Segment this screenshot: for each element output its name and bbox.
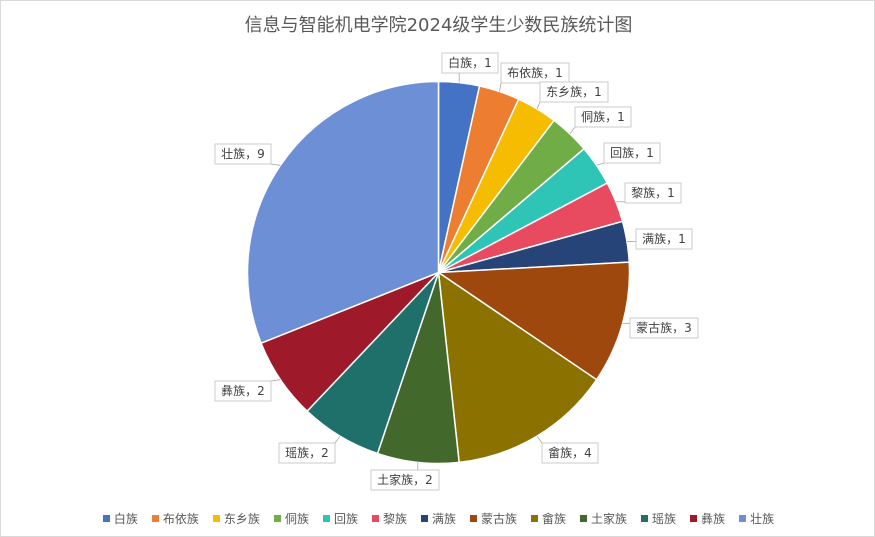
legend-item-11: 彝族: [690, 510, 725, 527]
data-label-10: 瑶族，2: [278, 435, 341, 464]
data-label-box: [539, 81, 609, 103]
legend-label: 白族: [113, 511, 138, 526]
legend-item-0: 白族: [102, 510, 138, 527]
data-label-text: 白族，1: [448, 55, 492, 70]
data-label-box: [541, 442, 599, 464]
data-labels: 白族，1 布依族，1 东乡族，1 侗族，1 回族，1 黎族，1 满族，1 蒙古族，3 畲族，4 土…: [214, 52, 699, 491]
legend-label: 壮族: [750, 511, 775, 526]
data-label-box: [603, 142, 661, 164]
legend-swatch: [102, 514, 110, 522]
data-label-text: 瑶族，2: [285, 446, 329, 460]
legend-label: 黎族: [382, 511, 407, 526]
data-label-text: 布依族，1: [507, 65, 563, 80]
legend-item-5: 黎族: [371, 510, 407, 527]
legend-item-7: 蒙古族: [470, 510, 517, 527]
data-label-text: 蒙古族，3: [636, 320, 692, 335]
legend-swatch: [641, 514, 649, 522]
legend-label: 瑶族: [652, 511, 677, 526]
legend-item-9: 土家族: [580, 510, 627, 527]
data-label-text: 满族，1: [642, 232, 686, 246]
pie-slices: [246, 80, 631, 465]
legend-swatch: [420, 514, 428, 522]
data-label-box: [500, 62, 570, 84]
data-label-text: 侗族，1: [581, 110, 625, 124]
data-label-2: 东乡族，1: [536, 81, 609, 109]
legend-item-10: 瑶族: [641, 510, 676, 527]
legend-item-3: 侗族: [273, 510, 309, 527]
leader-line: [270, 163, 281, 166]
data-label-text: 壮族，9: [221, 147, 265, 161]
data-label-box: [214, 380, 272, 402]
data-label-box: [370, 469, 440, 491]
pie-slice-8: [437, 270, 598, 464]
leader-line: [569, 126, 576, 135]
data-label-box: [214, 143, 272, 165]
data-label-0: 白族，1: [441, 52, 499, 83]
legend-item-2: 东乡族: [212, 510, 260, 527]
leader-line: [536, 101, 541, 109]
data-label-box: [624, 182, 682, 204]
legend-label: 满族: [431, 511, 456, 526]
data-label-box: [629, 317, 699, 339]
chart-title: 信息与智能机电学院2024级学生少数民族统计图: [244, 15, 633, 36]
data-label-3: 侗族，1: [569, 106, 632, 135]
legend-item-1: 布依族: [151, 510, 199, 527]
legend-label: 蒙古族: [481, 511, 518, 526]
pie-slice-7: [436, 261, 631, 381]
data-label-12: 壮族，9: [214, 143, 281, 166]
data-label-text: 回族，1: [610, 146, 654, 160]
legend-item-6: 满族: [420, 510, 456, 527]
chart-legend: 白族 布依族 东乡族 侗族 回族 黎族 满族 蒙古族 畲族 土家族 瑶族 彝族 壮族: [1, 508, 875, 528]
data-label-box: [635, 228, 693, 250]
legend-swatch: [739, 514, 747, 522]
data-label-text: 土家族，2: [377, 472, 433, 487]
legend-item-12: 壮族: [739, 510, 774, 527]
legend-label: 回族: [333, 511, 358, 526]
data-label-9: 土家族，2: [370, 462, 440, 491]
data-label-5: 黎族，1: [615, 182, 682, 204]
data-label-text: 东乡族，1: [546, 85, 602, 99]
data-label-8: 畲族，4: [536, 435, 599, 464]
data-label-text: 黎族，1: [631, 186, 675, 200]
data-label-7: 蒙古族，3: [622, 317, 699, 339]
pie-chart: 白族，1 布依族，1 东乡族，1 侗族，1 回族，1 黎族，1 满族，1 蒙古族，3 畲族，4 土…: [214, 52, 699, 491]
data-label-11: 彝族，2: [214, 379, 281, 402]
leader-line: [270, 379, 281, 382]
legend-swatch: [212, 514, 220, 522]
leader-line: [499, 82, 502, 92]
legend-label: 彝族: [701, 511, 726, 526]
legend-swatch: [470, 514, 477, 522]
pie-slice-12: [246, 80, 440, 345]
legend-label: 畲族: [542, 511, 567, 526]
leader-line: [596, 162, 605, 166]
leader-line: [334, 435, 341, 444]
legend-label: 布依族: [162, 511, 199, 526]
legend-label: 土家族: [591, 511, 628, 526]
legend-label: 东乡族: [223, 511, 260, 526]
legend-item-8: 畲族: [531, 510, 566, 527]
legend-swatch: [322, 514, 330, 522]
data-label-box: [441, 52, 499, 74]
legend-swatch: [371, 514, 379, 522]
legend-swatch: [580, 514, 588, 522]
legend-swatch: [151, 514, 159, 522]
legend-item-4: 回族: [322, 510, 358, 527]
data-label-text: 彝族，2: [221, 383, 265, 398]
data-label-6: 满族，1: [627, 228, 693, 250]
data-label-text: 畲族，4: [548, 445, 592, 460]
legend-swatch: [273, 514, 281, 522]
data-label-box: [574, 106, 632, 128]
legend-swatch: [531, 514, 539, 522]
legend-swatch: [690, 514, 698, 522]
legend-label: 侗族: [284, 511, 309, 526]
leader-line: [536, 435, 543, 444]
data-label-4: 回族，1: [596, 142, 661, 166]
data-label-box: [278, 442, 336, 464]
data-label-1: 布依族，1: [499, 62, 570, 92]
